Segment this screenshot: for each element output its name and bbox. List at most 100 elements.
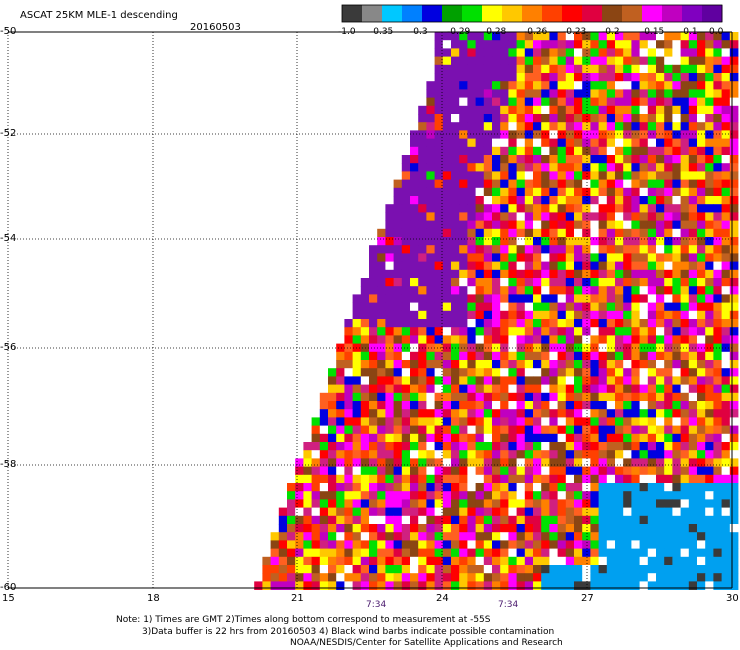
data-pixel	[336, 573, 345, 582]
data-pixel	[574, 458, 583, 467]
data-pixel	[729, 384, 739, 394]
data-pixel	[647, 130, 657, 139]
data-pixel	[492, 261, 501, 271]
data-pixel	[623, 384, 632, 394]
data-pixel	[713, 56, 722, 66]
data-pixel	[344, 491, 353, 500]
data-pixel	[574, 409, 583, 418]
data-pixel	[401, 196, 411, 205]
data-pixel	[303, 450, 312, 459]
data-pixel	[369, 392, 378, 402]
data-pixel	[639, 261, 649, 271]
data-pixel	[549, 425, 558, 435]
data-pixel	[492, 56, 501, 66]
data-pixel	[500, 114, 509, 123]
data-pixel	[574, 360, 583, 369]
data-pixel	[606, 376, 616, 385]
legend-swatch	[642, 5, 663, 22]
data-pixel	[369, 450, 378, 459]
data-pixel	[524, 556, 534, 566]
data-pixel	[377, 351, 386, 361]
data-pixel	[582, 89, 591, 98]
data-pixel	[524, 491, 534, 500]
data-pixel	[401, 384, 411, 394]
data-pixel	[672, 97, 681, 107]
data-pixel	[524, 89, 534, 98]
data-pixel	[729, 269, 739, 279]
data-pixel	[713, 491, 722, 500]
data-pixel	[434, 515, 444, 525]
data-pixel	[451, 376, 460, 385]
data-pixel	[434, 335, 444, 344]
data-pixel	[434, 425, 444, 435]
data-pixel	[647, 450, 657, 459]
data-pixel	[557, 261, 567, 271]
data-pixel	[336, 524, 345, 533]
data-pixel	[664, 499, 673, 508]
data-pixel	[549, 48, 558, 57]
data-pixel	[410, 319, 419, 328]
map-date: 20160503	[190, 22, 241, 33]
data-pixel	[697, 204, 706, 213]
data-pixel	[647, 384, 657, 394]
data-pixel	[385, 507, 394, 517]
data-pixel	[606, 294, 616, 303]
data-pixel	[656, 130, 665, 139]
data-pixel	[721, 351, 731, 361]
data-pixel	[565, 294, 575, 303]
data-pixel	[500, 40, 509, 49]
data-pixel	[729, 376, 739, 385]
data-pixel	[574, 540, 583, 549]
data-pixel	[483, 360, 493, 369]
data-pixel	[582, 491, 591, 500]
data-pixel	[606, 269, 616, 279]
data-pixel	[533, 376, 542, 385]
data-pixel	[590, 64, 599, 74]
data-pixel	[590, 458, 599, 467]
data-pixel	[721, 228, 731, 238]
data-pixel	[615, 351, 624, 361]
data-pixel	[705, 81, 714, 90]
data-pixel	[516, 483, 526, 492]
data-pixel	[656, 401, 665, 410]
data-pixel	[688, 97, 698, 107]
legend-swatch	[542, 5, 563, 22]
data-pixel	[623, 196, 632, 205]
data-pixel	[426, 515, 435, 525]
data-pixel	[639, 138, 649, 148]
data-pixel	[697, 499, 706, 508]
data-pixel	[713, 368, 722, 377]
data-pixel	[631, 392, 640, 402]
data-pixel	[598, 360, 608, 369]
data-pixel	[541, 155, 550, 164]
data-pixel	[615, 269, 624, 279]
legend-swatch	[582, 5, 603, 22]
data-pixel	[656, 56, 665, 66]
data-pixel	[418, 261, 427, 271]
data-pixel	[697, 524, 706, 533]
data-pixel	[467, 163, 476, 172]
data-pixel	[672, 540, 681, 549]
latitude-tick-label: -60	[0, 582, 17, 593]
data-pixel	[385, 302, 394, 312]
data-pixel	[524, 524, 534, 533]
data-pixel	[467, 319, 476, 328]
data-pixel	[688, 458, 698, 467]
data-pixel	[369, 458, 378, 467]
data-pixel	[459, 269, 468, 279]
data-pixel	[541, 146, 550, 156]
data-pixel	[639, 163, 649, 172]
data-pixel	[606, 89, 616, 98]
data-pixel	[319, 532, 329, 541]
data-pixel	[557, 417, 567, 426]
data-pixel	[574, 155, 583, 164]
data-pixel	[533, 548, 542, 558]
data-pixel	[664, 48, 673, 57]
data-pixel	[590, 433, 599, 443]
data-pixel	[541, 97, 550, 107]
data-pixel	[565, 302, 575, 312]
data-pixel	[475, 32, 485, 41]
data-pixel	[360, 556, 370, 566]
data-pixel	[565, 368, 575, 377]
data-pixel	[647, 32, 657, 41]
